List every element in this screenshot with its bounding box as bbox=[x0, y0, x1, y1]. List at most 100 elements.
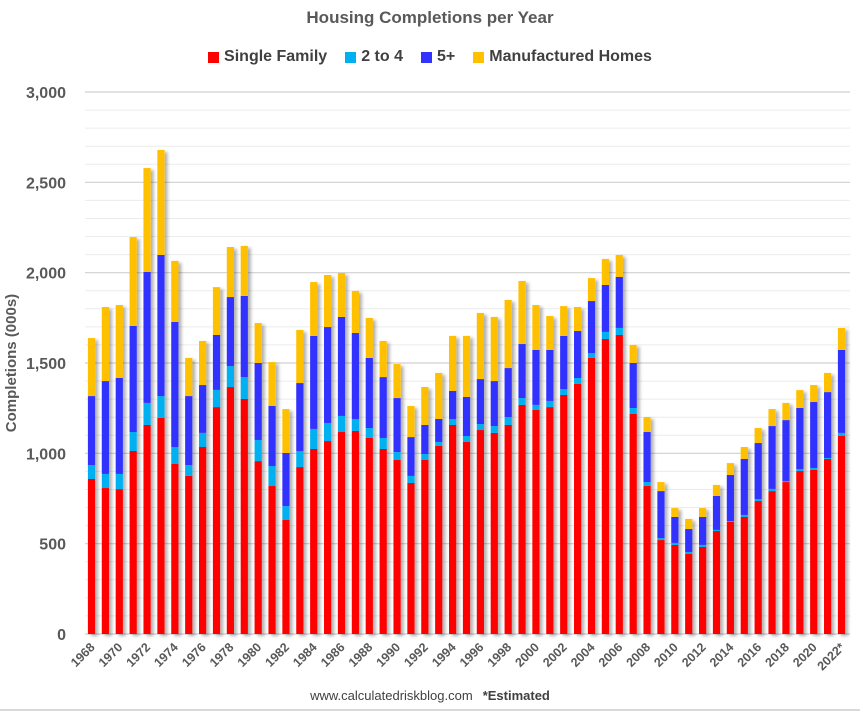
legend-swatch bbox=[473, 51, 485, 63]
bar-segment-2-to-4 bbox=[282, 506, 290, 520]
bar-segment-manufactured-homes bbox=[657, 482, 665, 492]
bar-segment-2-to-4 bbox=[407, 475, 415, 483]
bar-segment-5- bbox=[476, 379, 484, 425]
bar-segment-2-to-4 bbox=[435, 441, 443, 446]
bar-segment-single-family bbox=[296, 467, 304, 634]
bar-segment-single-family bbox=[171, 463, 179, 634]
bar-1982 bbox=[282, 409, 290, 634]
bar-segment-2-to-4 bbox=[185, 465, 193, 476]
bar-segment-5- bbox=[560, 335, 568, 390]
y-tick-label: 2,500 bbox=[26, 175, 66, 192]
bar-segment-5- bbox=[379, 377, 387, 438]
y-tick-label: 2,000 bbox=[26, 266, 66, 283]
bar-segment-5- bbox=[351, 333, 359, 420]
x-tick-label: 1968 bbox=[68, 640, 98, 670]
bar-segment-5- bbox=[282, 452, 290, 507]
bar-1997 bbox=[490, 316, 498, 634]
bar-segment-5- bbox=[393, 398, 401, 453]
bar-segment-5- bbox=[212, 334, 221, 390]
x-tick-label: 1984 bbox=[290, 640, 320, 670]
x-tick-label: 2008 bbox=[624, 640, 654, 670]
bar-segment-single-family bbox=[379, 448, 387, 634]
bar-segment-single-family bbox=[824, 458, 832, 634]
bar-segment-single-family bbox=[518, 404, 526, 634]
bar-segment-5- bbox=[754, 443, 762, 500]
bar-segment-5- bbox=[615, 277, 623, 328]
bar-segment-single-family bbox=[782, 482, 790, 634]
bar-segment-2-to-4 bbox=[365, 428, 373, 438]
bar-segment-single-family bbox=[560, 394, 568, 634]
chart-border bbox=[0, 709, 860, 711]
bar-segment-5- bbox=[643, 432, 651, 483]
x-tick-label: 2002 bbox=[540, 640, 570, 670]
bar-segment-5- bbox=[837, 349, 846, 433]
bar-segment-2-to-4 bbox=[254, 439, 262, 462]
bar-1995 bbox=[462, 335, 471, 634]
bar-1969 bbox=[101, 306, 109, 634]
bar-segment-5- bbox=[268, 405, 276, 466]
bar-segment-2-to-4 bbox=[824, 458, 832, 459]
bar-segment-2-to-4 bbox=[476, 424, 484, 431]
bar-segment-single-family bbox=[449, 424, 457, 634]
bar-1973 bbox=[157, 149, 165, 634]
x-tick-label: 2010 bbox=[651, 640, 681, 670]
bar-segment-single-family bbox=[726, 521, 734, 634]
bar-2004 bbox=[587, 278, 596, 634]
bar-segment-2-to-4 bbox=[629, 407, 637, 414]
bar-2016 bbox=[754, 428, 762, 634]
bar-segment-5- bbox=[157, 254, 165, 397]
bar-1976 bbox=[199, 340, 207, 634]
x-tick-label: 1980 bbox=[235, 640, 265, 670]
bar-segment-single-family bbox=[393, 460, 401, 634]
bar-segment-manufactured-homes bbox=[282, 409, 290, 453]
bar-segment-single-family bbox=[282, 519, 290, 634]
bar-segment-single-family bbox=[365, 437, 373, 634]
x-tick-label: 1992 bbox=[401, 640, 431, 670]
bar-1981 bbox=[268, 362, 276, 634]
bar-1974 bbox=[171, 260, 179, 634]
bar-segment-2-to-4 bbox=[490, 426, 498, 433]
bar-segment-5- bbox=[310, 335, 318, 429]
bar-segment-manufactured-homes bbox=[699, 508, 707, 517]
bar-segment-manufactured-homes bbox=[824, 372, 832, 393]
bar-segment-single-family bbox=[490, 432, 498, 634]
bar-segment-5- bbox=[629, 363, 637, 408]
x-tick-label: 2014 bbox=[707, 640, 737, 670]
bar-1988 bbox=[365, 318, 373, 634]
bar-segment-2-to-4 bbox=[740, 514, 748, 517]
bar-segment-manufactured-homes bbox=[587, 278, 596, 302]
bar-segment-single-family bbox=[199, 447, 207, 634]
bar-segment-single-family bbox=[157, 417, 165, 634]
bar-segment-single-family bbox=[240, 398, 248, 634]
bar-segment-2-to-4 bbox=[615, 327, 623, 335]
x-tick-label: 2018 bbox=[762, 640, 792, 670]
bar-1987 bbox=[351, 290, 359, 634]
bar-segment-2-to-4 bbox=[296, 450, 304, 468]
bar-segment-2-to-4 bbox=[837, 432, 846, 436]
x-tick-label: 1998 bbox=[485, 640, 515, 670]
bar-segment-2-to-4 bbox=[782, 480, 790, 483]
bar-2002 bbox=[560, 306, 568, 634]
bar-segment-manufactured-homes bbox=[379, 340, 387, 378]
bar-segment-manufactured-homes bbox=[143, 168, 151, 272]
bar-segment-manufactured-homes bbox=[601, 258, 609, 285]
bar-1975 bbox=[185, 357, 193, 634]
legend-swatch bbox=[208, 51, 220, 63]
bar-segment-single-family bbox=[754, 501, 762, 634]
bar-segment-single-family bbox=[629, 413, 637, 634]
legend-swatch bbox=[420, 51, 432, 63]
bar-segment-5- bbox=[199, 385, 207, 433]
y-tick-label: 1,500 bbox=[26, 356, 66, 373]
bar-1991 bbox=[407, 405, 415, 634]
bar-segment-5- bbox=[810, 402, 818, 468]
legend-swatch bbox=[345, 51, 357, 63]
bar-segment-2-to-4 bbox=[699, 544, 707, 547]
bar-segment-manufactured-homes bbox=[365, 318, 373, 358]
bar-segment-5- bbox=[87, 396, 96, 466]
bar-2013 bbox=[712, 484, 721, 634]
bar-segment-manufactured-homes bbox=[532, 305, 540, 350]
bar-1980 bbox=[254, 323, 262, 634]
bar-1979 bbox=[240, 245, 248, 634]
bar-2008 bbox=[643, 417, 651, 634]
bar-segment-2-to-4 bbox=[324, 422, 332, 442]
